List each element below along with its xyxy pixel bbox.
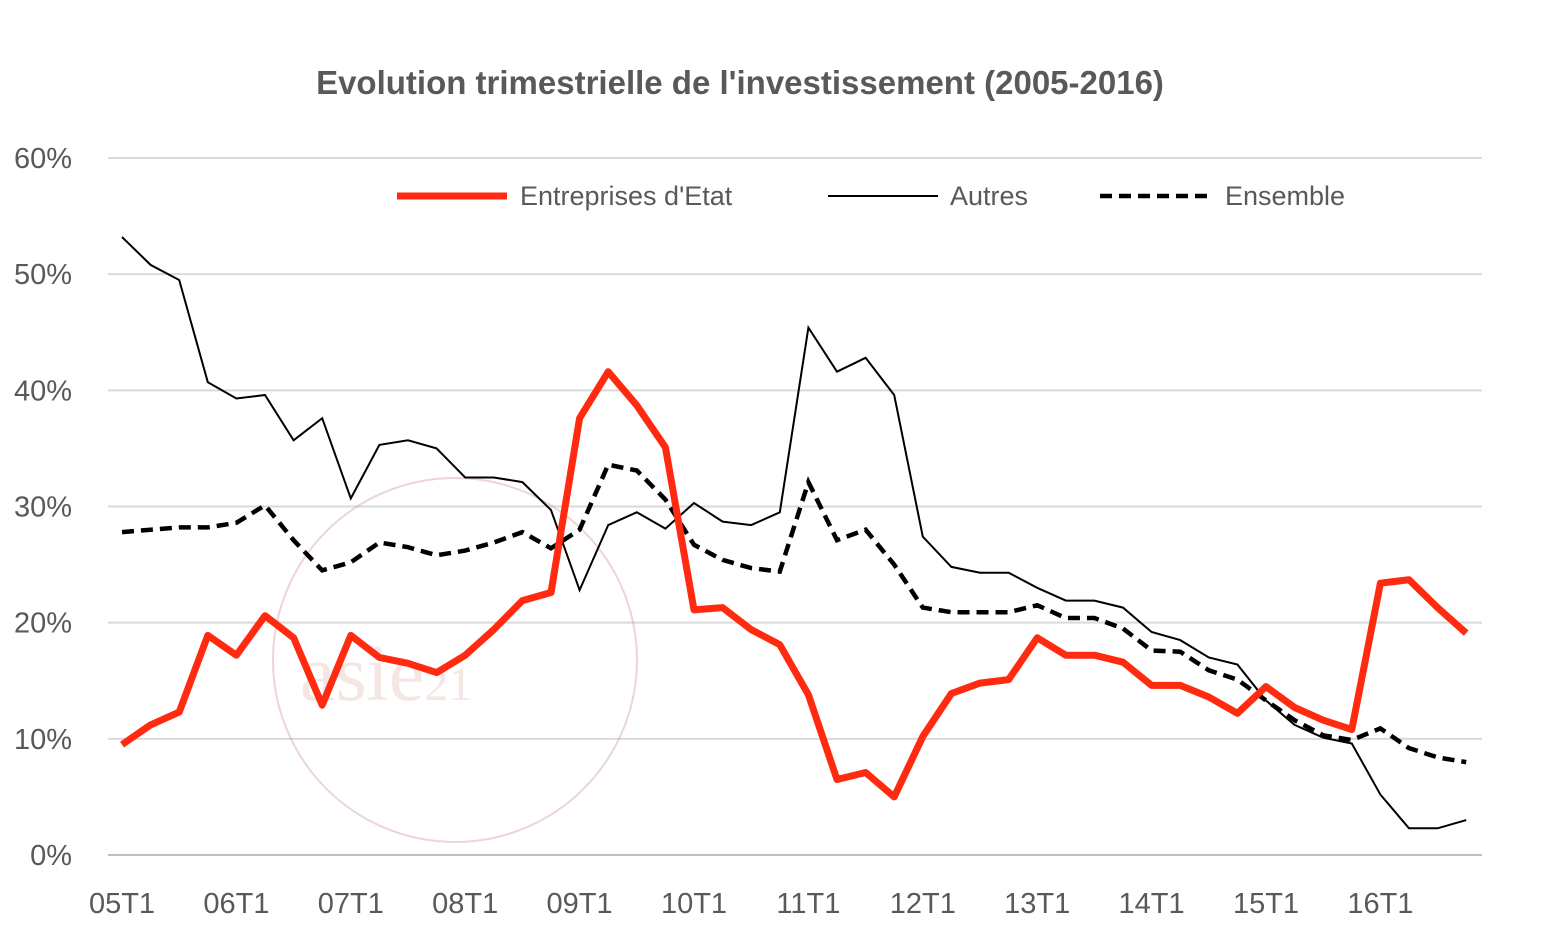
y-tick-label: 10% <box>14 724 72 756</box>
legend-label: Ensemble <box>1225 181 1345 211</box>
x-tick-label: 14T1 <box>1119 888 1185 920</box>
legend: Entreprises d'Etat Autres Ensemble <box>397 181 1345 211</box>
x-tick-label: 08T1 <box>432 888 498 920</box>
x-tick-label: 15T1 <box>1233 888 1299 920</box>
y-tick-label: 30% <box>14 492 72 524</box>
x-tick-label: 07T1 <box>318 888 384 920</box>
legend-label: Entreprises d'Etat <box>520 181 733 211</box>
y-tick-label: 60% <box>14 143 72 175</box>
y-tick-label: 50% <box>14 259 72 291</box>
series-line-entreprises-d-etat <box>120 368 1469 801</box>
x-tick-label: 09T1 <box>547 888 613 920</box>
chart-title: Evolution trimestrielle de l'investissem… <box>316 64 1164 101</box>
gridlines <box>108 157 1482 856</box>
x-tick-label: 11T1 <box>776 888 840 920</box>
y-axis-ticks: 0% 10% 20% 30% 40% 50% 60% <box>14 143 72 872</box>
x-tick-label: 05T1 <box>89 888 155 920</box>
x-tick-label: 13T1 <box>1004 888 1070 920</box>
y-tick-label: 20% <box>14 608 72 640</box>
y-tick-label: 0% <box>30 840 72 872</box>
x-tick-label: 16T1 <box>1347 888 1413 920</box>
series-line-ensemble <box>121 462 1467 765</box>
y-tick-label: 40% <box>14 375 72 407</box>
series-lines <box>120 236 1469 830</box>
legend-label: Autres <box>950 181 1028 211</box>
series-line-autres <box>121 236 1467 830</box>
x-tick-label: 10T1 <box>661 888 727 920</box>
x-tick-label: 06T1 <box>203 888 269 920</box>
x-tick-label: 12T1 <box>890 888 956 920</box>
x-axis-ticks: 05T1 06T1 07T1 08T1 09T1 10T1 11T1 12T1 13T1 14T1… <box>89 888 1414 920</box>
